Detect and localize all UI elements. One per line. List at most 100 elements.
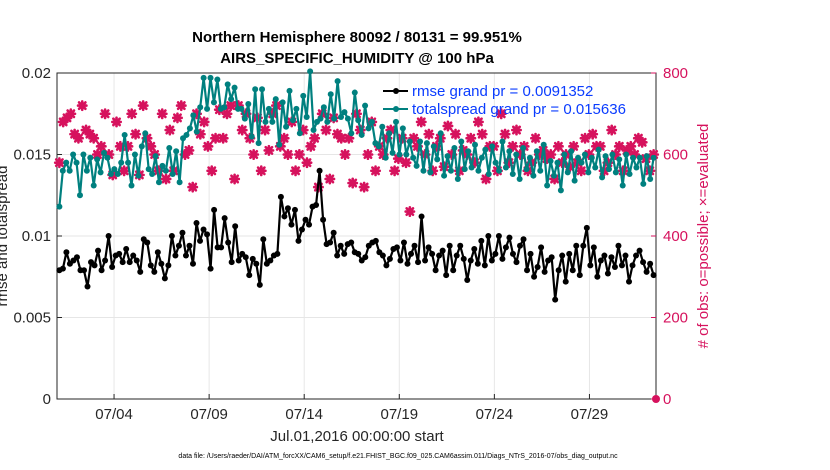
series-point-1 (149, 171, 156, 178)
series-point-0 (151, 268, 158, 275)
y-axis-label: rmse and totalspread (0, 166, 11, 307)
obs-evaluated-point (225, 100, 237, 112)
series-point-1 (523, 166, 530, 173)
series-point-1 (506, 148, 513, 155)
series-point-1 (186, 125, 193, 132)
series-point-0 (200, 226, 207, 233)
series-point-0 (116, 250, 123, 257)
series-point-1 (173, 148, 180, 155)
series-point-1 (564, 169, 571, 176)
series-point-1 (595, 146, 602, 153)
series-point-0 (492, 250, 499, 257)
x-tick-label: 07/09 (190, 406, 228, 423)
obs-evaluated-point (221, 108, 233, 120)
series-point-0 (144, 239, 151, 246)
series-point-0 (618, 262, 625, 269)
series-point-1 (410, 154, 417, 161)
series-point-1 (441, 172, 448, 179)
series-point-0 (306, 221, 313, 228)
series-point-1 (238, 105, 245, 112)
series-point-0 (235, 257, 242, 264)
series-point-0 (562, 278, 569, 285)
series-point-1 (87, 154, 94, 161)
series-point-0 (429, 250, 436, 257)
series-0 (56, 167, 657, 303)
series-point-0 (175, 242, 182, 249)
series-point-0 (337, 242, 344, 249)
obs-evaluated-point (217, 132, 229, 144)
series-point-1 (303, 114, 310, 121)
series-point-1 (166, 144, 173, 151)
obs-evaluated-point (126, 108, 138, 120)
series-point-1 (472, 141, 479, 148)
series-point-1 (571, 177, 578, 184)
series-point-0 (98, 267, 105, 274)
obs-evaluated-point (263, 144, 275, 156)
obs-evaluated-point (88, 132, 100, 144)
obs-evaluated-point (606, 124, 618, 136)
series-point-1 (269, 118, 276, 125)
series-point-0 (555, 267, 562, 274)
obs-evaluated-point (446, 149, 458, 160)
legend: rmse grand pr = 0.0091352 totalspread gr… (383, 83, 626, 118)
obs-evaluated-point (305, 140, 317, 152)
series-point-1 (368, 118, 375, 125)
series-point-0 (246, 272, 253, 279)
series-point-1 (310, 127, 317, 134)
series-point-0 (154, 249, 161, 256)
series-point-0 (91, 262, 98, 269)
series-point-0 (499, 255, 506, 262)
series-point-1 (283, 123, 290, 130)
obs-evaluated-point (141, 132, 153, 144)
series-point-0 (119, 259, 126, 266)
series-point-0 (474, 260, 481, 267)
series-point-1 (145, 166, 152, 173)
series-point-1 (358, 131, 365, 138)
series-point-0 (509, 250, 516, 257)
series-point-1 (623, 151, 630, 158)
series-point-0 (404, 260, 411, 267)
series-point-1 (575, 154, 582, 161)
obs-evaluated-point (392, 153, 404, 165)
series-point-1 (547, 158, 554, 165)
series-point-0 (172, 252, 179, 259)
series-point-0 (281, 213, 288, 220)
series-point-0 (513, 259, 520, 266)
series-point-1 (389, 149, 396, 156)
obs-evaluated-point (164, 124, 176, 136)
series-point-1 (447, 167, 454, 174)
series-point-0 (242, 254, 249, 261)
series-point-0 (386, 255, 393, 262)
y-tick-label: 0.005 (13, 310, 51, 327)
series-point-1 (224, 81, 231, 88)
series-point-1 (101, 149, 108, 156)
series-point-0 (524, 267, 531, 274)
series-point-1 (544, 182, 551, 189)
series-point-0 (298, 226, 305, 233)
series-point-1 (279, 99, 286, 106)
series-point-1 (118, 159, 125, 166)
series-point-1 (169, 171, 176, 178)
series-point-0 (580, 242, 587, 249)
series-point-1 (97, 169, 104, 176)
y-tick-label: 0.01 (22, 228, 51, 245)
series-point-0 (576, 272, 583, 279)
series-point-1 (533, 148, 540, 155)
series-point-1 (80, 151, 87, 158)
series-point-0 (302, 216, 309, 223)
obs-evaluated-point (377, 149, 389, 160)
chart-subtitle: AIRS_SPECIFIC_HUMIDITY @ 100 hPa (220, 50, 494, 67)
obs-evaluated-point (301, 157, 313, 169)
series-point-0 (288, 221, 295, 228)
series-point-1 (393, 118, 400, 125)
series-point-0 (569, 267, 576, 274)
obs-evaluated-point (91, 149, 103, 160)
obs-evaluated-point (469, 157, 481, 169)
obs-evaluated-point (549, 173, 561, 185)
obs-evaluated-point (347, 177, 359, 189)
obs-evaluated-point (65, 108, 77, 120)
obs-evaluated-point (293, 149, 305, 160)
series-point-0 (274, 250, 281, 257)
obs-evaluated-point (587, 128, 599, 140)
